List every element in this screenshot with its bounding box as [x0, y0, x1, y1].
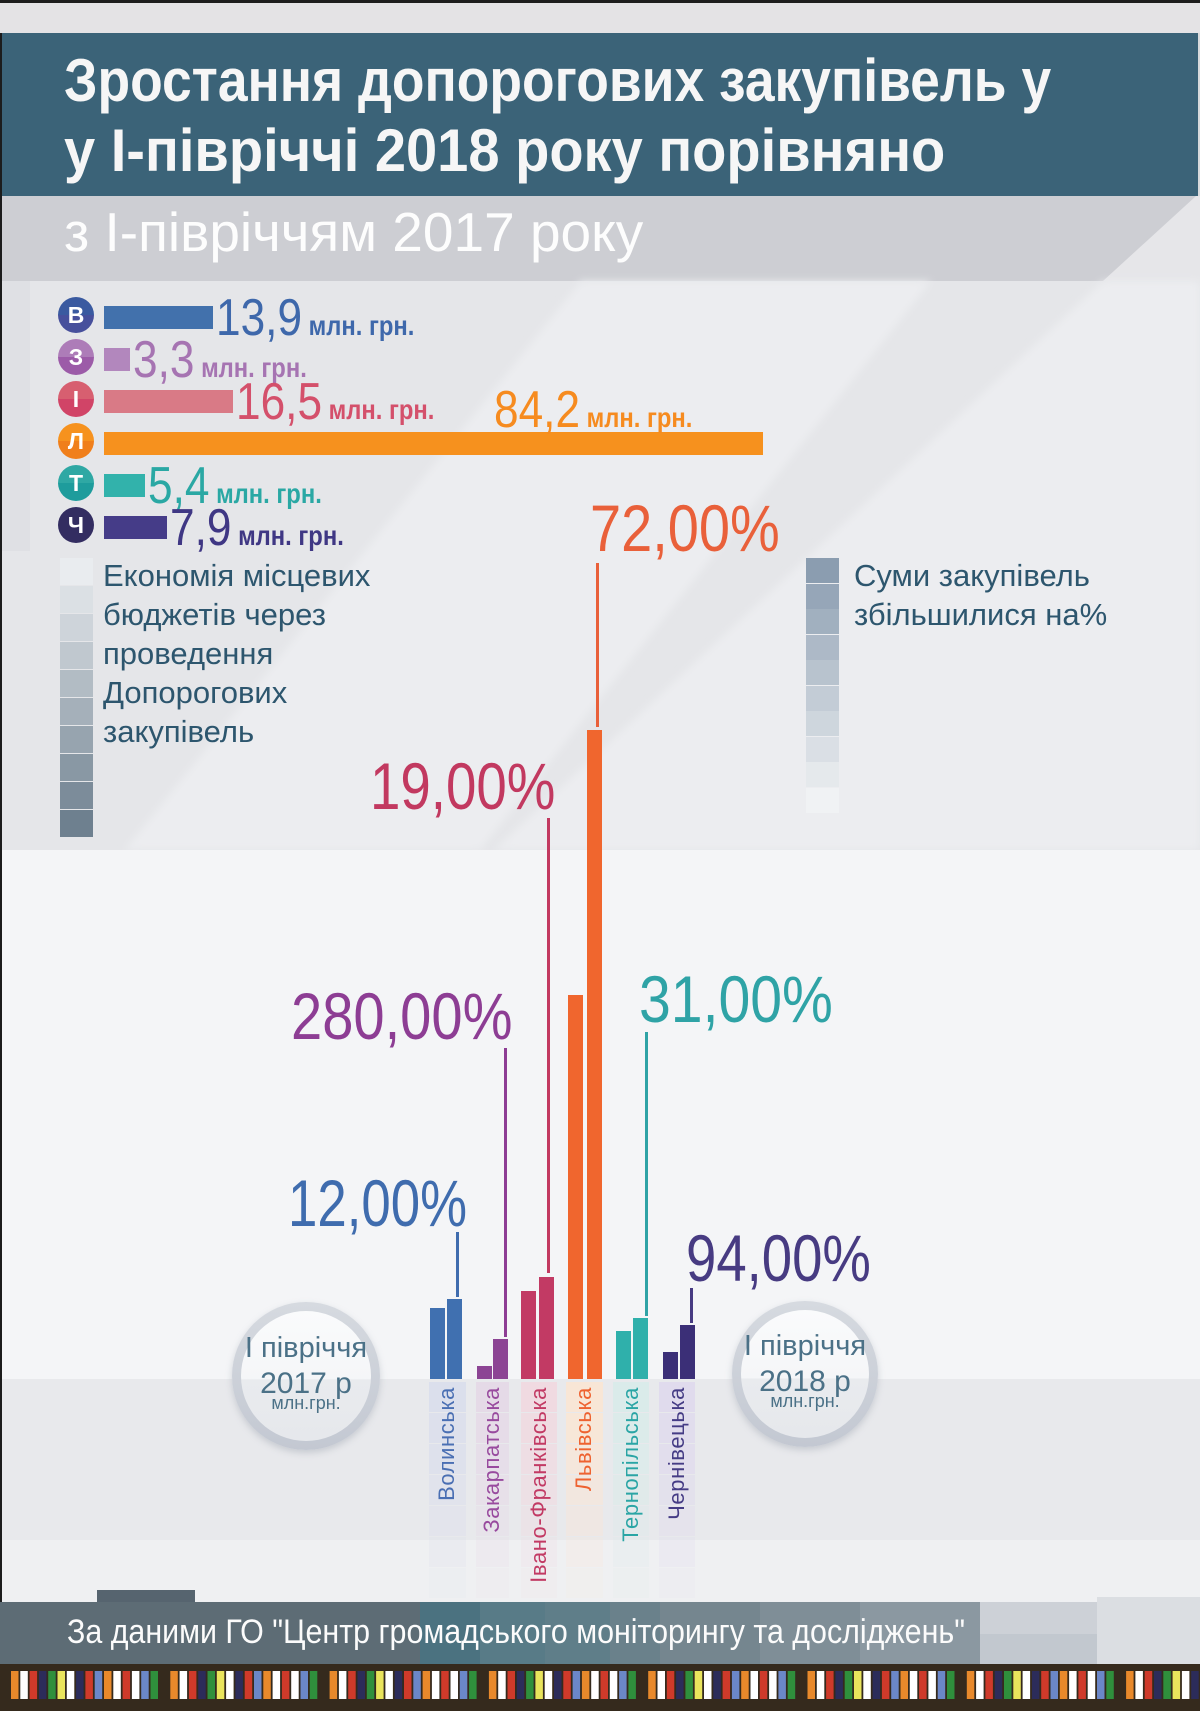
svg-text:За даними ГО "Центр громадсько: За даними ГО "Центр громадського монітор… [67, 1613, 965, 1651]
